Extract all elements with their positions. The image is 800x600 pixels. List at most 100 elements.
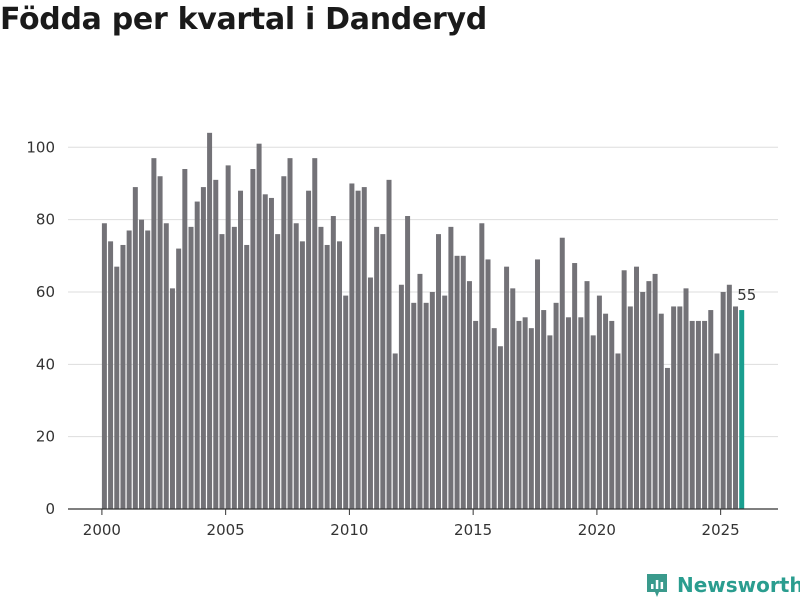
bar	[398, 284, 404, 509]
bar	[275, 234, 281, 510]
bar	[145, 230, 151, 510]
bar	[615, 353, 621, 509]
bar	[448, 226, 454, 509]
bar	[361, 187, 367, 509]
bar	[677, 306, 683, 509]
bar	[169, 288, 175, 509]
bar	[646, 281, 652, 509]
bar	[652, 273, 658, 509]
bar	[596, 295, 602, 509]
bar	[231, 226, 237, 509]
x-tick-label: 2025	[702, 521, 740, 539]
bar	[429, 291, 435, 509]
bar	[238, 190, 244, 509]
y-tick-label: 60	[36, 283, 55, 301]
bar	[281, 176, 287, 510]
bar	[256, 143, 262, 509]
bar	[695, 320, 701, 509]
y-tick-label: 0	[45, 500, 55, 518]
bar	[380, 234, 386, 510]
bar	[578, 317, 584, 509]
bar	[733, 306, 739, 509]
bar	[367, 277, 373, 509]
bar	[565, 317, 571, 509]
bar	[324, 244, 330, 509]
bar	[671, 306, 677, 509]
bar	[547, 335, 553, 509]
bar	[584, 281, 590, 509]
bar	[306, 190, 312, 509]
bar	[683, 288, 689, 509]
bar	[640, 291, 646, 509]
bar	[262, 194, 268, 509]
newsworthy-icon	[647, 574, 667, 597]
bar	[491, 328, 497, 509]
bar	[250, 169, 256, 509]
bar	[466, 281, 472, 509]
bar	[572, 263, 578, 509]
bar	[157, 176, 163, 510]
bar	[293, 223, 299, 509]
bar	[510, 288, 516, 509]
bar	[392, 353, 398, 509]
bar	[355, 190, 361, 509]
bar	[497, 346, 503, 509]
bar	[664, 367, 670, 509]
x-tick-label: 2000	[83, 521, 121, 539]
bar	[702, 320, 708, 509]
bar	[714, 353, 720, 509]
bar	[528, 328, 534, 509]
bar	[207, 132, 213, 509]
bar	[658, 313, 664, 509]
x-tick-label: 2010	[330, 521, 368, 539]
bar	[603, 313, 609, 509]
x-tick-label: 2005	[207, 521, 245, 539]
bar	[151, 158, 157, 509]
bar	[442, 295, 448, 509]
bar	[108, 241, 114, 509]
bar	[726, 284, 732, 509]
bar	[454, 255, 460, 509]
bar	[268, 197, 274, 509]
bar	[188, 226, 194, 509]
bar	[337, 241, 343, 509]
x-tick-label: 2015	[454, 521, 492, 539]
bar	[689, 320, 695, 509]
bar	[720, 291, 726, 509]
chart-title: Födda per kvartal i Danderyd	[0, 2, 487, 37]
bar	[460, 255, 466, 509]
bar	[176, 248, 182, 509]
bar	[194, 201, 200, 509]
bar	[485, 259, 491, 509]
bar	[634, 266, 640, 509]
bar	[349, 183, 355, 509]
bar	[343, 295, 349, 509]
bar	[182, 169, 188, 509]
bar	[287, 158, 293, 509]
bar	[374, 226, 380, 509]
bar	[473, 320, 479, 509]
bar	[553, 302, 559, 509]
bar	[516, 320, 522, 509]
bar	[479, 223, 485, 509]
bar	[114, 266, 120, 509]
bar	[312, 158, 318, 509]
bar	[120, 244, 126, 509]
y-tick-label: 80	[36, 211, 55, 229]
bar	[318, 226, 324, 509]
bar-latest	[739, 310, 745, 509]
bar	[423, 302, 429, 509]
bar	[411, 302, 417, 509]
bar	[417, 273, 423, 509]
newsworthy-logo: Newsworthy	[645, 570, 800, 600]
bar	[541, 310, 547, 509]
bar	[330, 216, 336, 509]
bar	[163, 223, 169, 509]
x-tick-label: 2020	[578, 521, 616, 539]
bar	[522, 317, 528, 509]
bar	[299, 241, 305, 509]
bar	[621, 270, 627, 509]
bar	[590, 335, 596, 509]
bar	[405, 216, 411, 509]
